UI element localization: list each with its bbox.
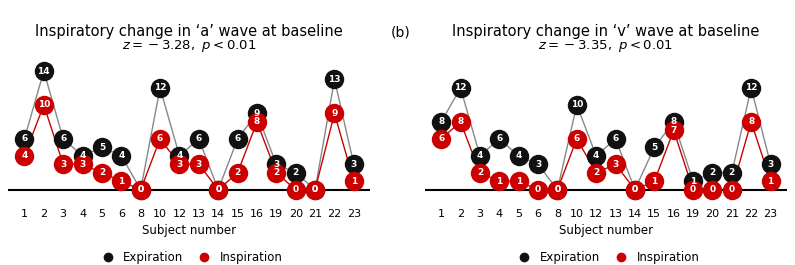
Text: 6: 6 [157, 134, 163, 143]
Text: 2: 2 [235, 168, 241, 177]
Text: 4: 4 [21, 151, 28, 160]
Text: 0: 0 [554, 185, 560, 194]
Text: 8: 8 [438, 117, 444, 126]
Text: 1: 1 [767, 177, 774, 186]
X-axis label: Subject number: Subject number [559, 224, 653, 237]
Text: 0: 0 [293, 185, 299, 194]
Text: 6: 6 [60, 134, 66, 143]
Text: 0: 0 [554, 185, 560, 194]
Text: 3: 3 [273, 160, 280, 169]
Text: 0: 0 [729, 185, 735, 194]
Text: 7: 7 [670, 126, 677, 135]
Text: 0: 0 [535, 185, 541, 194]
Text: 8: 8 [254, 117, 260, 126]
Text: 8: 8 [670, 117, 677, 126]
X-axis label: Subject number: Subject number [142, 224, 236, 237]
Text: 0: 0 [138, 185, 144, 194]
Text: 2: 2 [729, 168, 735, 177]
Text: 6: 6 [235, 134, 241, 143]
Text: 9: 9 [254, 109, 260, 118]
Text: 4: 4 [80, 151, 86, 160]
Text: 5: 5 [99, 143, 105, 152]
Text: 3: 3 [535, 160, 541, 169]
Text: $z = -3.35,\ $$\mathit{p}$$ < 0.01$: $z = -3.35,\ $$\mathit{p}$$ < 0.01$ [538, 38, 673, 54]
Text: 1: 1 [496, 177, 502, 186]
Text: 3: 3 [176, 160, 183, 169]
Text: $z = -3.28,\ $$\mathit{p}$$ < 0.01$: $z = -3.28,\ $$\mathit{p}$$ < 0.01$ [122, 38, 256, 54]
Text: 3: 3 [80, 160, 86, 169]
Text: 4: 4 [593, 151, 599, 160]
Text: 1: 1 [651, 177, 657, 186]
Text: 12: 12 [153, 83, 166, 92]
Legend: Expiration, Inspiration: Expiration, Inspiration [91, 247, 287, 265]
Text: 8: 8 [748, 117, 754, 126]
Text: 0: 0 [215, 185, 221, 194]
Legend: Expiration, Inspiration: Expiration, Inspiration [508, 247, 704, 265]
Text: 4: 4 [515, 151, 522, 160]
Text: 13: 13 [328, 75, 341, 84]
Text: 2: 2 [709, 168, 716, 177]
Text: 3: 3 [767, 160, 774, 169]
Text: 14: 14 [37, 67, 50, 76]
Text: 0: 0 [138, 185, 144, 194]
Text: 6: 6 [574, 134, 580, 143]
Text: 6: 6 [438, 134, 444, 143]
Text: 5: 5 [651, 143, 657, 152]
Text: 6: 6 [21, 134, 28, 143]
Text: 3: 3 [351, 160, 357, 169]
Text: 6: 6 [612, 134, 619, 143]
Text: 8: 8 [457, 117, 463, 126]
Text: 0: 0 [312, 185, 318, 194]
Text: 0: 0 [690, 185, 696, 194]
Text: 0: 0 [632, 185, 638, 194]
Text: 6: 6 [496, 134, 502, 143]
Text: (b): (b) [390, 25, 410, 39]
Text: 2: 2 [593, 168, 599, 177]
Text: 4: 4 [477, 151, 483, 160]
Text: 1: 1 [351, 177, 357, 186]
Text: 3: 3 [60, 160, 66, 169]
Text: 1: 1 [118, 177, 125, 186]
Text: 3: 3 [196, 160, 202, 169]
Text: Inspiratory change in ‘v’ wave at baseline: Inspiratory change in ‘v’ wave at baseli… [452, 24, 759, 39]
Text: 4: 4 [176, 151, 183, 160]
Text: 2: 2 [99, 168, 105, 177]
Text: 2: 2 [273, 168, 280, 177]
Text: 12: 12 [745, 83, 758, 92]
Text: Inspiratory change in ‘a’ wave at baseline: Inspiratory change in ‘a’ wave at baseli… [35, 24, 343, 39]
Text: 0: 0 [312, 185, 318, 194]
Text: 2: 2 [477, 168, 483, 177]
Text: 10: 10 [571, 100, 583, 109]
Text: 2: 2 [293, 168, 299, 177]
Text: 0: 0 [215, 185, 221, 194]
Text: 6: 6 [196, 134, 202, 143]
Text: 9: 9 [332, 109, 338, 118]
Text: 1: 1 [690, 177, 696, 186]
Text: 1: 1 [515, 177, 522, 186]
Text: 0: 0 [632, 185, 638, 194]
Text: 4: 4 [118, 151, 125, 160]
Text: 3: 3 [612, 160, 619, 169]
Text: 10: 10 [37, 100, 50, 109]
Text: 0: 0 [709, 185, 716, 194]
Text: 12: 12 [454, 83, 467, 92]
